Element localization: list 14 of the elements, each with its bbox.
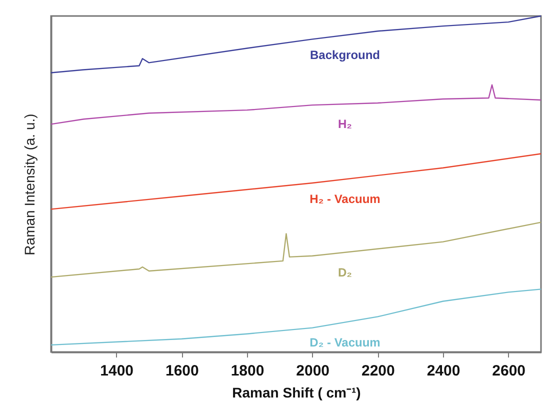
series-label: Background bbox=[310, 48, 380, 62]
series-label: D₂ bbox=[338, 265, 352, 280]
x-tick-label: 2600 bbox=[492, 362, 526, 380]
y-axis-title: Raman Intensity (a. u.) bbox=[22, 114, 38, 256]
x-axis-title: Raman Shift ( cm⁻¹) bbox=[232, 384, 361, 400]
x-tick-label: 2000 bbox=[296, 362, 330, 380]
x-tick-label: 1400 bbox=[100, 362, 134, 380]
x-tick-label: 2200 bbox=[361, 362, 395, 380]
x-tick-label: 2400 bbox=[426, 362, 460, 380]
x-tick-label: 1800 bbox=[230, 362, 264, 380]
series-label: H₂ bbox=[338, 117, 352, 132]
series-label: H₂ - Vacuum bbox=[310, 192, 380, 206]
x-tick-label: 1600 bbox=[165, 362, 199, 380]
series-label: D₂ - Vacuum bbox=[310, 335, 380, 350]
